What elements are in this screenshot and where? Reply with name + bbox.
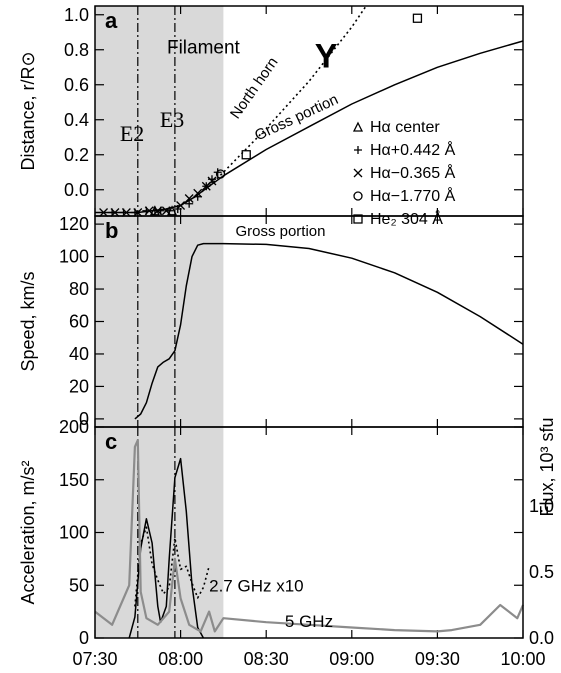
marker-triangle bbox=[352, 121, 364, 132]
marker-square bbox=[353, 214, 363, 224]
marker-circle bbox=[215, 169, 226, 179]
y-tick-label: 0.0 bbox=[64, 180, 89, 200]
y-tick-label: 200 bbox=[59, 417, 89, 437]
marker-cross bbox=[193, 188, 203, 198]
marker-square bbox=[412, 13, 423, 23]
annotation-2-7-ghz: 2.7 GHz x10 bbox=[209, 576, 304, 595]
y-axis-label: Speed, km/s bbox=[18, 271, 38, 371]
y-axis-label: Distance, r/R⊙ bbox=[18, 51, 38, 170]
y-tick-label: 50 bbox=[69, 575, 89, 595]
marker-cross bbox=[353, 168, 363, 178]
x-tick-label: 07:30 bbox=[72, 649, 117, 669]
marker-cross bbox=[133, 208, 143, 217]
y-tick-label: 1.0 bbox=[64, 5, 89, 25]
y-tick-label: 150 bbox=[59, 470, 89, 490]
right-axis-label: Flux, 10³ sfu bbox=[537, 417, 557, 516]
y-tick-label: 60 bbox=[69, 312, 89, 332]
series-acceleration bbox=[128, 457, 205, 639]
panel-b: 0 20 40 60 80 100 120 b Speed, km/s Gross portion bbox=[18, 214, 524, 429]
y-tick-label: 0.4 bbox=[64, 110, 89, 130]
marker-cross bbox=[207, 176, 217, 186]
filament-shade bbox=[95, 6, 224, 638]
annotation-north-horn: North horn bbox=[227, 54, 282, 122]
y-tick-label: 120 bbox=[59, 214, 89, 234]
x-tick-label: 08:30 bbox=[244, 649, 289, 669]
right-tick-label: 0.5 bbox=[529, 562, 554, 582]
legend-entry-plus: Hα+0.442 Å bbox=[370, 140, 456, 159]
panel-c: 0 50 100 150 200 c Acceleration, m/s² 0.0 0.5 1.0… bbox=[18, 417, 557, 648]
y-tick-label: 40 bbox=[69, 344, 89, 364]
marker-triangle bbox=[149, 205, 160, 216]
marker-cross bbox=[99, 208, 109, 217]
y-tick-label: 100 bbox=[59, 523, 89, 543]
x-tick-label: 10:00 bbox=[500, 649, 545, 669]
annotation-e3: E3 bbox=[160, 107, 184, 132]
x-tick-label: 09:00 bbox=[329, 649, 374, 669]
annotation-gross-portion: Gross portion bbox=[235, 223, 325, 240]
marker-cross bbox=[184, 194, 194, 203]
panel-label-c: c bbox=[105, 429, 117, 454]
marker-plus bbox=[213, 168, 222, 177]
marker-triangle bbox=[166, 205, 178, 216]
y-tick-label: 0 bbox=[79, 409, 89, 429]
y-tick-label: 0 bbox=[79, 628, 89, 648]
annotation-y: Y bbox=[315, 37, 338, 75]
legend-entry-cross: Hα−0.365 Å bbox=[370, 163, 456, 182]
marker-plus bbox=[185, 199, 194, 208]
y-tick-label: 100 bbox=[59, 247, 89, 267]
y-tick-label: 0.8 bbox=[64, 40, 89, 60]
panel-label-a: a bbox=[105, 8, 118, 33]
x-tick-label: 08:00 bbox=[158, 649, 203, 669]
y-tick-label: 0.6 bbox=[64, 75, 89, 95]
legend-entry-square: He₂ 304 Å bbox=[370, 209, 443, 228]
panel-a: 0.0 0.2 0.4 0.6 0.8 1.0 a Distance, r/R⊙ Filamen… bbox=[18, 5, 524, 228]
panel-frame bbox=[94, 426, 524, 639]
annotation-e2: E2 bbox=[120, 121, 144, 146]
x-tick-label: 09:30 bbox=[415, 649, 460, 669]
panel-label-b: b bbox=[105, 218, 118, 243]
annotation-5-ghz: 5 GHz bbox=[285, 612, 333, 631]
right-tick-label: 0.0 bbox=[529, 628, 554, 648]
series-gross-portion bbox=[134, 242, 524, 420]
marker-cross bbox=[121, 208, 131, 217]
annotation-filament: Filament bbox=[167, 37, 241, 58]
right-tick-label: 1.0 bbox=[529, 496, 554, 516]
marker-square bbox=[241, 150, 251, 160]
marker-circle bbox=[353, 191, 363, 201]
series-5-ghz bbox=[94, 439, 525, 633]
y-tick-label: 80 bbox=[69, 279, 89, 299]
marker-plus bbox=[354, 146, 362, 154]
marker-cross bbox=[110, 208, 120, 217]
legend-entry-triangle: Hα center bbox=[370, 119, 440, 136]
y-axis-label: Acceleration, m/s² bbox=[18, 460, 38, 604]
y-tick-label: 20 bbox=[69, 376, 89, 396]
legend-entry-circle: Hα−1.770 Å bbox=[370, 186, 456, 205]
marker-cross bbox=[176, 201, 186, 210]
y-tick-label: 0.2 bbox=[64, 145, 89, 165]
